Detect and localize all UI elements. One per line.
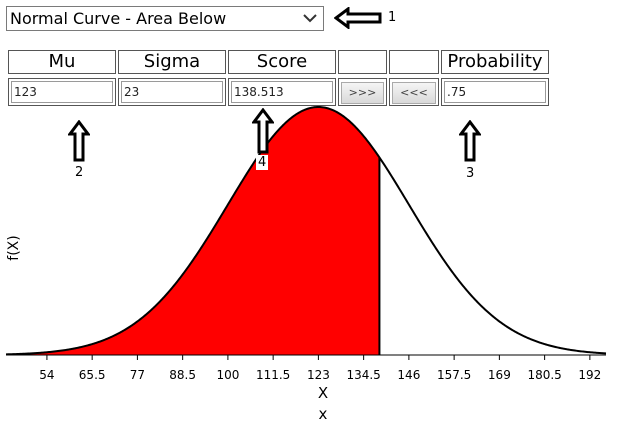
mu-input[interactable] xyxy=(11,81,113,103)
sigma-input[interactable] xyxy=(121,81,223,103)
x-tick-label: 169 xyxy=(488,368,511,382)
callout-number-3: 3 xyxy=(466,166,475,181)
back-cell: <<< xyxy=(389,78,439,106)
arrow-up-icon xyxy=(68,120,90,162)
callout-number-1: 1 xyxy=(388,10,397,25)
x-axis-label-secondary: x xyxy=(319,405,328,423)
y-axis-label: f(X) xyxy=(6,235,22,260)
score-header: Score xyxy=(228,50,336,74)
mode-select-value: Normal Curve - Area Below xyxy=(10,9,227,28)
distribution-mode-select[interactable]: Normal Curve - Area Below xyxy=(6,6,324,31)
probability-input[interactable] xyxy=(444,81,546,103)
compute-probability-button[interactable]: >>> xyxy=(341,81,384,104)
probability-cell xyxy=(441,78,549,106)
x-tick-label: 65.5 xyxy=(79,368,106,382)
arrow-up-icon xyxy=(459,120,481,162)
x-tick-label: 180.5 xyxy=(527,368,561,382)
back-header xyxy=(389,50,439,74)
x-tick-label: 77 xyxy=(130,368,145,382)
compute-score-button[interactable]: <<< xyxy=(392,81,436,104)
x-tick-label: 134.5 xyxy=(346,368,380,382)
x-tick-label: 111.5 xyxy=(256,368,290,382)
score-input[interactable] xyxy=(231,81,333,103)
mu-cell xyxy=(8,78,116,106)
forward-cell: >>> xyxy=(338,78,387,106)
score-cell xyxy=(228,78,336,106)
arrow-up-icon xyxy=(252,108,274,154)
x-tick-label: 146 xyxy=(397,368,420,382)
callout-number-4: 4 xyxy=(256,155,269,170)
x-axis-label: X xyxy=(318,384,328,402)
arrow-left-icon xyxy=(334,7,382,29)
x-tick-label: 100 xyxy=(216,368,239,382)
chevron-down-icon xyxy=(303,14,317,23)
shaded-area xyxy=(6,107,380,355)
sigma-header: Sigma xyxy=(118,50,226,74)
x-tick-label: 88.5 xyxy=(169,368,196,382)
normal-curve-line xyxy=(5,105,607,356)
x-tick-label: 157.5 xyxy=(437,368,471,382)
sigma-cell xyxy=(118,78,226,106)
probability-header: Probability xyxy=(441,50,549,74)
forward-header xyxy=(338,50,387,74)
x-tick-label: 123 xyxy=(307,368,330,382)
mu-header: Mu xyxy=(8,50,116,74)
callout-number-2: 2 xyxy=(75,165,84,180)
x-tick-label: 54 xyxy=(39,368,54,382)
x-tick-label: 192 xyxy=(578,368,601,382)
